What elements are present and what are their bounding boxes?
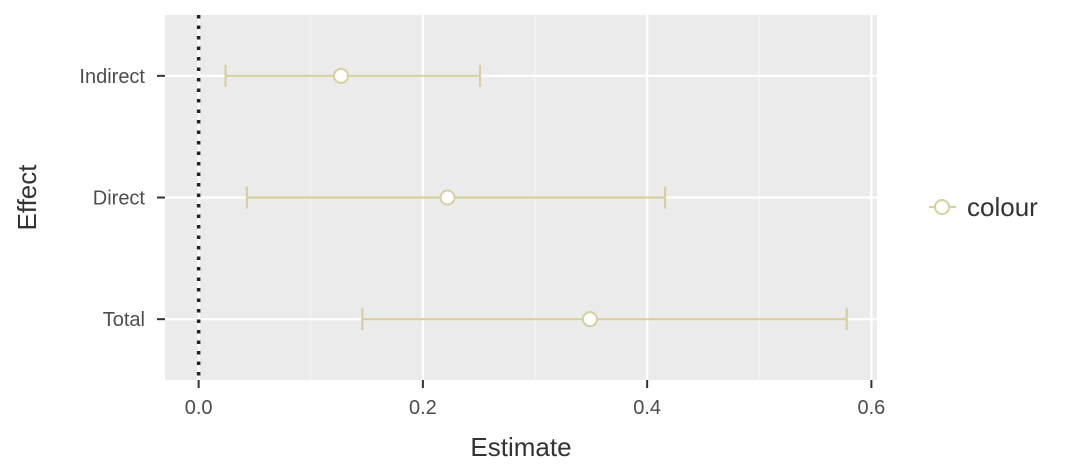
legend-label: colour [967, 192, 1038, 222]
y-tick-label: Direct [93, 188, 146, 210]
y-tick-label: Total [103, 309, 145, 331]
estimate-point [439, 189, 456, 206]
error-bar [245, 186, 667, 209]
error-bar [224, 64, 482, 87]
x-tick-label: 0.0 [185, 397, 213, 419]
legend-key-point [934, 199, 950, 215]
x-axis: 0.0 0.2 0.4 0.6 [185, 380, 885, 419]
x-tick-label: 0.4 [633, 397, 661, 419]
estimate-point [581, 311, 598, 328]
x-tick-label: 0.2 [409, 397, 437, 419]
error-bar [361, 308, 848, 331]
y-axis: Indirect Direct Total [79, 66, 165, 331]
error-bars [224, 64, 848, 331]
legend: colour [929, 192, 1038, 222]
x-tick-label: 0.6 [857, 397, 885, 419]
estimate-point [333, 67, 350, 84]
x-axis-title: Estimate [470, 432, 571, 462]
y-tick-label: Indirect [79, 66, 145, 88]
y-axis-title: Effect [12, 164, 42, 231]
